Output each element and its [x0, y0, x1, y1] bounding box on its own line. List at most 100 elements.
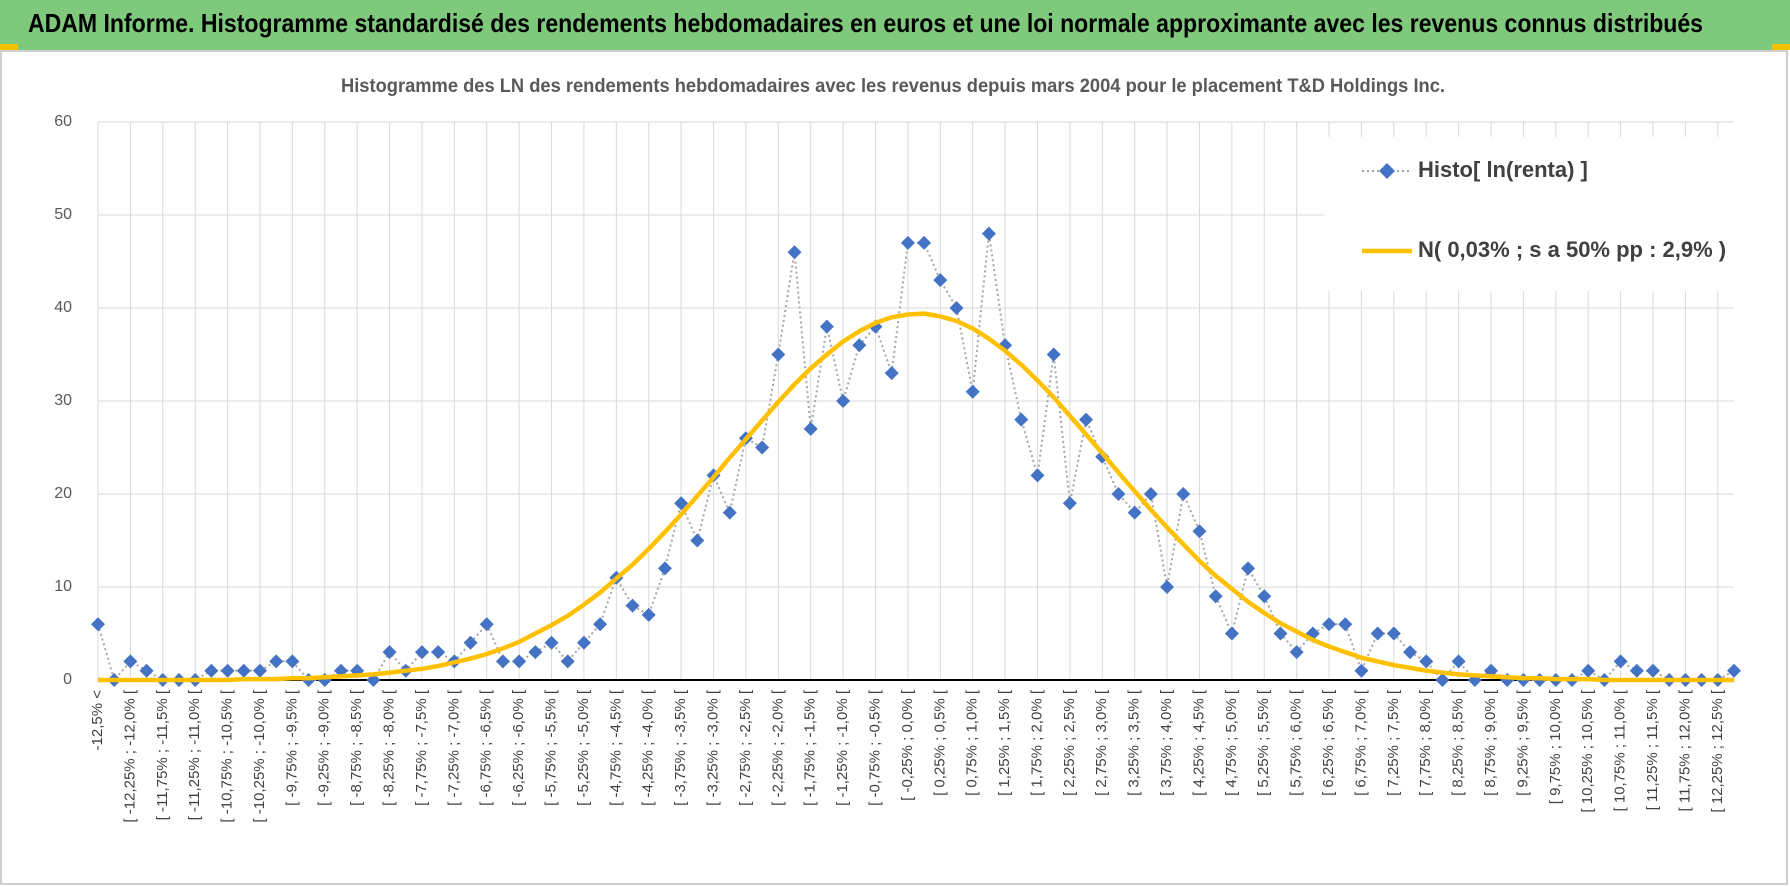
marker — [1160, 580, 1175, 594]
marker — [836, 394, 851, 408]
marker — [1322, 617, 1337, 632]
marker — [576, 635, 591, 650]
x-tick-label: -12,5% < — [89, 690, 106, 751]
marker — [382, 645, 397, 660]
x-tick-label: [ -4,25% ; -4,0% [ — [640, 689, 657, 806]
x-tick-label: [ 12,25% ; 12,5% [ — [1709, 689, 1726, 812]
x-tick-label: [ -0,75% ; -0,5% [ — [866, 689, 883, 806]
x-tick-label: [ 9,25% ; 9,5% [ — [1514, 689, 1531, 796]
header-title: ADAM Informe. Histogramme standardisé de… — [28, 8, 1703, 38]
marker — [1257, 589, 1272, 604]
x-tick-label: [ -12,25% ; -12,0% [ — [121, 689, 138, 822]
x-tick-label: [ -6,75% ; -6,5% [ — [478, 689, 495, 806]
x-tick-label: [ -7,75% ; -7,5% [ — [413, 689, 430, 806]
marker — [1629, 663, 1644, 678]
marker — [1646, 663, 1661, 678]
marker — [625, 598, 640, 613]
marker — [1014, 412, 1029, 427]
marker — [139, 663, 154, 678]
x-tick-label: [ -4,75% ; -4,5% [ — [607, 689, 624, 806]
marker — [1386, 626, 1401, 641]
marker — [819, 319, 834, 334]
x-tick-label: [ -3,75% ; -3,5% [ — [672, 689, 689, 806]
marker — [1176, 487, 1191, 501]
marker — [981, 226, 996, 241]
x-tick-label: [ 3,75% ; 4,0% [ — [1158, 689, 1175, 796]
corner — [0, 44, 18, 50]
marker — [884, 366, 899, 381]
x-tick-label: [ -9,75% ; -9,5% [ — [283, 689, 300, 806]
legend-label: N( 0,03% ; s a 50% pp : 2,9% ) — [1418, 237, 1726, 262]
x-tick-label: [ 2,75% ; 3,0% [ — [1093, 689, 1110, 796]
marker — [463, 635, 478, 650]
marker — [414, 645, 429, 660]
marker — [560, 654, 575, 669]
x-tick-label: [ 8,25% ; 8,5% [ — [1450, 689, 1467, 796]
x-tick-label: [ -2,25% ; -2,0% [ — [769, 689, 786, 806]
marker — [1224, 626, 1239, 641]
marker — [755, 440, 770, 455]
marker — [1046, 347, 1061, 362]
marker — [1419, 654, 1434, 669]
y-tick-label: 20 — [54, 485, 72, 502]
marker — [1143, 487, 1158, 501]
marker — [495, 654, 510, 669]
x-tick-label: [ 2,25% ; 2,5% [ — [1061, 689, 1078, 796]
marker — [269, 654, 284, 669]
y-tick-label: 10 — [54, 578, 72, 595]
x-tick-label: [ -2,75% ; -2,5% [ — [737, 689, 754, 806]
marker — [285, 654, 300, 669]
x-tick-label: [ -3,25% ; -3,0% [ — [704, 689, 721, 806]
legend-label: Histo[ ln(renta) ] — [1418, 157, 1588, 182]
marker — [965, 384, 980, 399]
marker — [722, 505, 737, 520]
y-tick-label: 60 — [54, 113, 72, 130]
x-tick-label: [ -8,75% ; -8,5% [ — [348, 689, 365, 806]
y-tick-label: 40 — [54, 299, 72, 316]
marker — [220, 663, 235, 678]
marker — [123, 654, 138, 669]
x-tick-label: [ 6,25% ; 6,5% [ — [1320, 689, 1337, 796]
x-tick-label: [ 5,25% ; 5,5% [ — [1255, 689, 1272, 796]
marker — [252, 663, 267, 678]
marker — [236, 663, 251, 678]
marker — [641, 607, 656, 622]
marker — [431, 645, 446, 660]
x-tick-label: [ 6,75% ; 7,0% [ — [1352, 689, 1369, 796]
marker — [1403, 645, 1418, 660]
marker — [657, 561, 672, 576]
marker — [593, 617, 608, 632]
x-tick-label: [ -5,25% ; -5,0% [ — [575, 689, 592, 806]
corner — [1772, 44, 1790, 50]
x-tick-label: [ 0,25% ; 0,5% [ — [931, 689, 948, 796]
x-tick-label: [ -10,75% ; -10,5% [ — [219, 689, 236, 822]
marker — [91, 617, 105, 632]
marker — [1208, 589, 1223, 604]
x-tick-label: [ 3,25% ; 3,5% [ — [1126, 689, 1143, 796]
marker — [852, 338, 867, 353]
marker — [690, 533, 705, 548]
marker — [1354, 663, 1369, 678]
x-tick-label: [ -8,25% ; -8,0% [ — [381, 689, 398, 806]
marker — [1613, 654, 1628, 669]
x-tick-label: [ 10,25% ; 10,5% [ — [1579, 689, 1596, 812]
x-tick-label: [ -7,25% ; -7,0% [ — [445, 689, 462, 806]
marker — [544, 635, 559, 650]
marker — [479, 617, 494, 632]
marker — [528, 645, 543, 660]
marker — [1273, 626, 1288, 641]
legend-box — [1324, 137, 1734, 291]
marker — [1289, 645, 1304, 660]
marker — [1111, 487, 1126, 501]
marker — [1435, 673, 1450, 687]
marker — [1192, 524, 1207, 539]
marker — [1451, 654, 1466, 669]
x-tick-label: [ 8,75% ; 9,0% [ — [1482, 689, 1499, 796]
x-tick-label: [ -1,25% ; -1,0% [ — [834, 689, 851, 806]
x-tick-label: [ 7,25% ; 7,5% [ — [1385, 689, 1402, 796]
marker — [1079, 412, 1094, 427]
y-tick-label: 50 — [54, 206, 72, 223]
x-tick-label: [ -1,75% ; -1,5% [ — [802, 689, 819, 806]
x-tick-label: [ 4,25% ; 4,5% [ — [1190, 689, 1207, 796]
marker — [1338, 617, 1353, 632]
